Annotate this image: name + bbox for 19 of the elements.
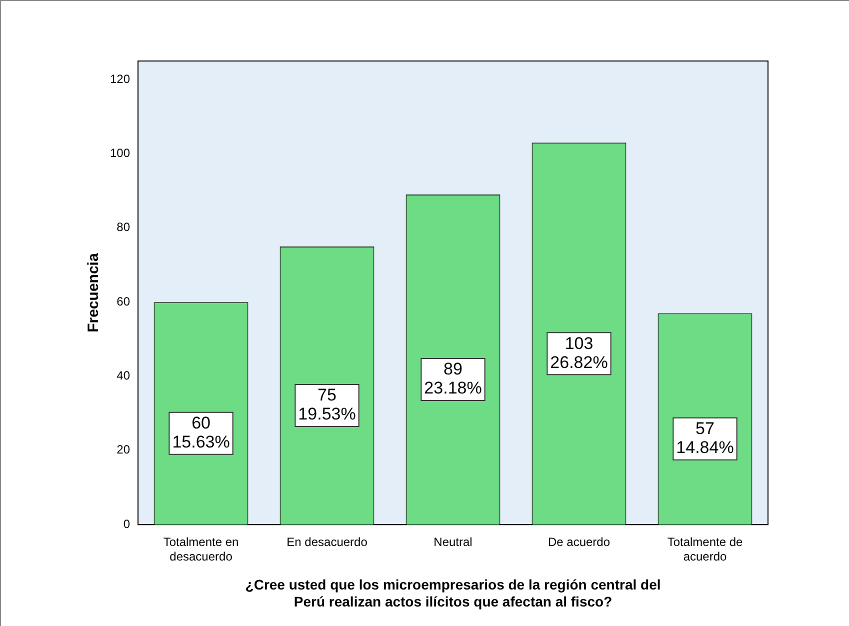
data-label: 89 23.18% <box>424 360 482 398</box>
y-tick-label: 60 <box>116 294 130 308</box>
y-tick-label: 40 <box>116 368 130 383</box>
x-tick-label: Totalmente de acuerdo <box>667 535 744 564</box>
x-tick-label: Totalmente en desacuerdo <box>163 535 239 564</box>
y-tick-label: 20 <box>116 442 130 457</box>
y-tick-label: 0 <box>123 516 130 531</box>
y-tick-label: 100 <box>110 146 130 160</box>
x-tick-label: Neutral <box>434 535 472 550</box>
data-label: 103 26.82% <box>550 334 608 372</box>
data-label: 75 19.53% <box>298 386 356 424</box>
y-tick-label: 120 <box>110 72 130 86</box>
data-label: 57 14.84% <box>676 419 734 458</box>
x-tick-label: De acuerdo <box>548 535 610 550</box>
x-axis-title: ¿Cree usted que los microempresarios de la región central del Perú realizan actos ilícitos que afectan al fisco? <box>245 576 661 610</box>
data-label: 60 15.63% <box>172 414 230 452</box>
y-tick-label: 80 <box>116 220 130 234</box>
x-tick-label: En desacuerdo <box>286 535 368 550</box>
y-axis-title: Frecuencia <box>85 252 102 332</box>
